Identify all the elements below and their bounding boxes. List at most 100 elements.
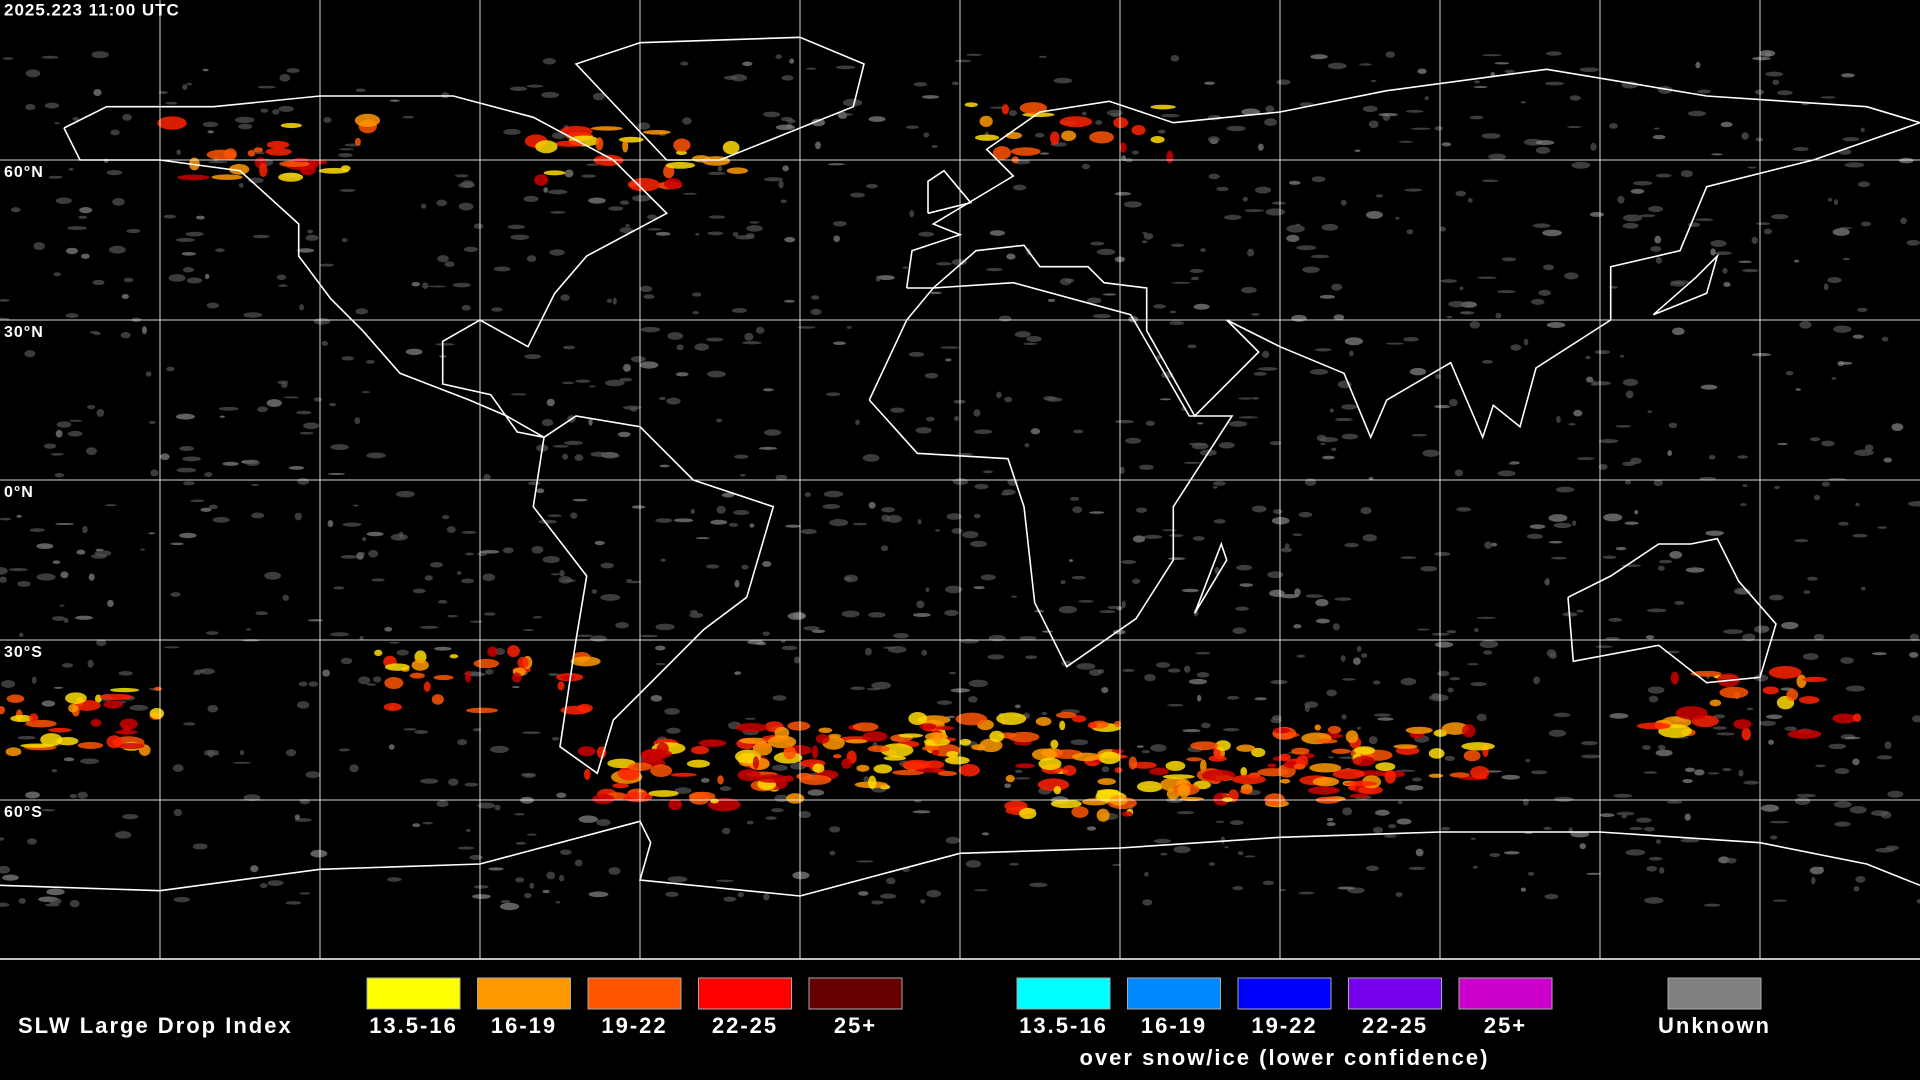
cloud-speck bbox=[1899, 157, 1914, 164]
cloud-speck bbox=[278, 105, 294, 112]
cloud-speck bbox=[538, 519, 558, 524]
cloud-speck bbox=[1341, 678, 1356, 681]
cloud-speck bbox=[1855, 502, 1860, 507]
cloud-speck bbox=[1008, 109, 1018, 117]
cloud-speck bbox=[402, 115, 415, 119]
cloud-speck bbox=[1257, 367, 1278, 371]
cloud-speck bbox=[2, 874, 19, 881]
cloud-speck bbox=[1254, 697, 1267, 701]
cloud-speck bbox=[1329, 408, 1334, 413]
cloud-speck bbox=[1173, 845, 1191, 854]
cloud-speck bbox=[560, 849, 572, 855]
cloud-speck bbox=[340, 554, 358, 559]
cloud-patch bbox=[1215, 740, 1231, 751]
cloud-speck bbox=[546, 871, 556, 880]
cloud-speck bbox=[1449, 677, 1461, 681]
cloud-speck bbox=[1751, 236, 1758, 244]
cloud-patch bbox=[974, 134, 1000, 141]
legend-label: 13.5-16 bbox=[1019, 1013, 1108, 1038]
cloud-patch bbox=[642, 129, 671, 135]
cloud-speck bbox=[1070, 739, 1089, 746]
cloud-patch bbox=[1768, 665, 1802, 679]
cloud-patch bbox=[815, 734, 830, 744]
cloud-speck bbox=[1441, 142, 1452, 147]
cloud-speck bbox=[563, 440, 583, 446]
cloud-patch bbox=[1309, 763, 1342, 773]
cloud-patch bbox=[1354, 746, 1376, 755]
cloud-speck bbox=[1624, 480, 1632, 485]
cloud-speck bbox=[1183, 665, 1191, 673]
cloud-patch bbox=[1072, 715, 1087, 723]
cloud-speck bbox=[330, 444, 349, 451]
cloud-speck bbox=[655, 662, 666, 666]
cloud-speck bbox=[1655, 173, 1672, 178]
cloud-speck bbox=[340, 657, 353, 665]
cloud-speck bbox=[970, 540, 988, 548]
cloud-speck bbox=[1870, 810, 1889, 817]
cloud-patch bbox=[922, 746, 939, 751]
cloud-speck bbox=[1604, 637, 1620, 640]
cloud-patch bbox=[1061, 130, 1077, 142]
cloud-speck bbox=[639, 361, 659, 369]
cloud-speck bbox=[998, 315, 1012, 322]
cloud-speck bbox=[1192, 536, 1205, 541]
cloud-speck bbox=[1553, 712, 1571, 718]
cloud-speck bbox=[1204, 81, 1215, 85]
cloud-patch bbox=[433, 674, 454, 681]
cloud-speck bbox=[46, 888, 65, 896]
cloud-speck bbox=[1008, 862, 1019, 866]
cloud-speck bbox=[1891, 423, 1904, 432]
cloud-speck bbox=[1291, 314, 1307, 322]
cloud-patch bbox=[354, 137, 361, 146]
cloud-speck bbox=[659, 464, 670, 468]
cloud-speck bbox=[1585, 355, 1591, 360]
cloud-speck bbox=[550, 573, 561, 576]
cloud-speck bbox=[1439, 226, 1446, 232]
cloud-speck bbox=[856, 860, 874, 863]
cloud-patch bbox=[612, 783, 629, 789]
cloud-speck bbox=[946, 715, 956, 719]
cloud-speck bbox=[206, 302, 219, 309]
cloud-speck bbox=[581, 174, 597, 178]
cloud-speck bbox=[700, 778, 710, 783]
cloud-speck bbox=[53, 272, 61, 277]
cloud-patch bbox=[535, 140, 558, 154]
cloud-speck bbox=[1670, 280, 1690, 285]
cloud-speck bbox=[43, 443, 57, 449]
cloud-patch bbox=[1131, 761, 1157, 769]
cloud-speck bbox=[1132, 535, 1146, 543]
cloud-speck bbox=[1839, 361, 1853, 365]
cloud-speck bbox=[110, 129, 120, 136]
cloud-speck bbox=[254, 152, 266, 155]
cloud-speck bbox=[1101, 766, 1110, 773]
cloud-speck bbox=[547, 673, 560, 676]
cloud-speck bbox=[1720, 121, 1733, 128]
cloud-speck bbox=[844, 576, 853, 581]
cloud-speck bbox=[361, 391, 371, 394]
cloud-patch bbox=[1314, 724, 1321, 731]
cloud-speck bbox=[120, 331, 131, 339]
cloud-speck bbox=[1881, 336, 1889, 342]
cloud-speck bbox=[1232, 885, 1244, 891]
cloud-speck bbox=[1403, 336, 1419, 342]
cloud-patch bbox=[1010, 147, 1041, 156]
cloud-speck bbox=[1491, 542, 1498, 547]
legend-swatch bbox=[1667, 977, 1762, 1010]
cloud-speck bbox=[764, 429, 782, 436]
latitude-label: 30°S bbox=[4, 644, 43, 661]
cloud-speck bbox=[50, 452, 64, 456]
cloud-speck bbox=[48, 897, 62, 905]
cloud-speck bbox=[1238, 416, 1258, 419]
cloud-speck bbox=[951, 527, 963, 534]
cloud-speck bbox=[746, 820, 754, 825]
cloud-speck bbox=[733, 510, 750, 516]
cloud-speck bbox=[257, 406, 268, 413]
cloud-patch bbox=[354, 113, 381, 128]
cloud-speck bbox=[1533, 676, 1540, 685]
cloud-speck bbox=[173, 808, 183, 817]
cloud-speck bbox=[1216, 186, 1229, 192]
cloud-speck bbox=[1694, 218, 1714, 222]
cloud-patch bbox=[979, 115, 993, 127]
cloud-speck bbox=[308, 619, 324, 622]
cloud-speck bbox=[183, 722, 196, 726]
